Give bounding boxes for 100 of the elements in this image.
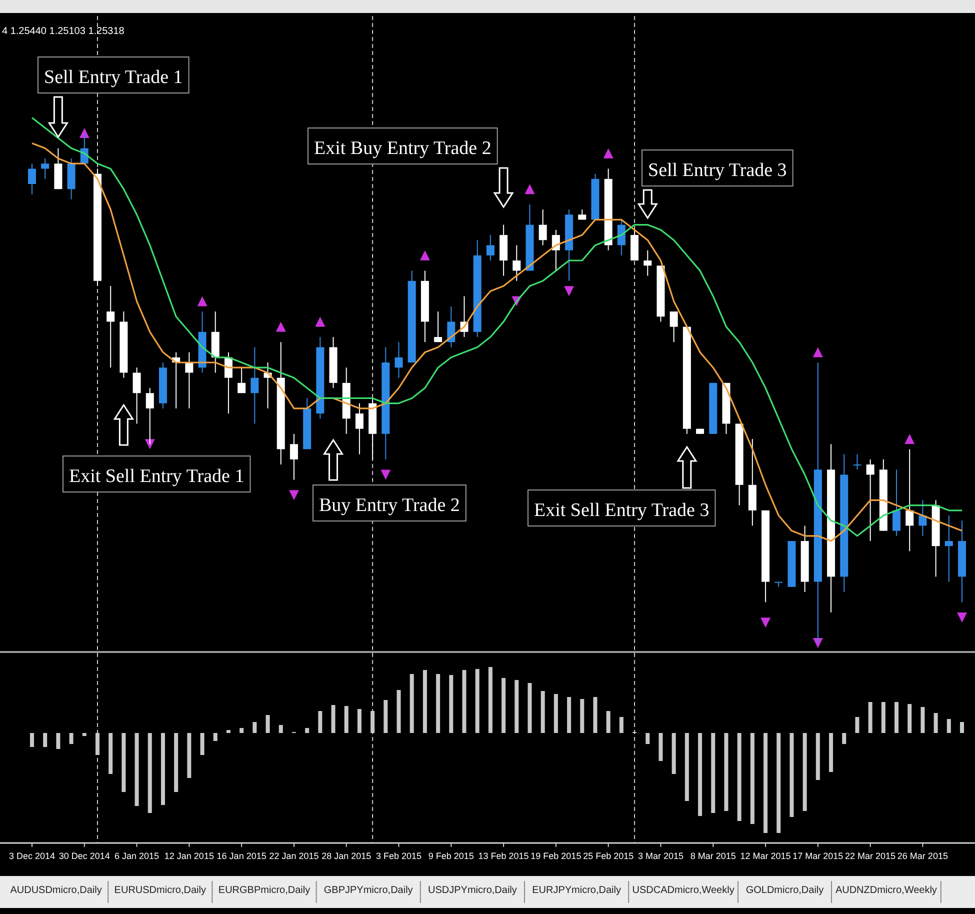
point: [420, 250, 430, 260]
point: [957, 612, 967, 622]
point: [812, 638, 823, 648]
bar: [816, 733, 820, 780]
x-tick-label: 22 Mar 2015: [845, 851, 896, 861]
text: GOLDmicro,Daily: [746, 885, 824, 896]
point: [564, 286, 574, 296]
point: [144, 439, 155, 450]
text: USDJPYmicro,Daily: [428, 885, 517, 896]
candlestick: [918, 500, 927, 536]
bar: [724, 733, 728, 811]
bar: [187, 733, 192, 778]
bar: [908, 704, 912, 733]
point: [380, 470, 391, 480]
x-tick-label: 28 Jan 2015: [322, 851, 372, 861]
bar: [554, 694, 558, 733]
bar: [422, 670, 427, 733]
x-tick-label: 19 Feb 2015: [530, 851, 582, 861]
x-tick-label: 9 Feb 2015: [428, 851, 474, 861]
bar: [30, 733, 34, 747]
bar: [606, 711, 610, 733]
bar: [842, 733, 846, 744]
point: [79, 128, 90, 138]
candlestick: [28, 163, 36, 195]
x-tick-label: 25 Feb 2015: [583, 851, 634, 861]
bar: [737, 733, 742, 821]
bar: [750, 733, 754, 824]
point: [276, 322, 286, 332]
bar: [776, 733, 781, 833]
candlestick: [250, 346, 259, 424]
point: [603, 148, 614, 158]
candlestick: [892, 469, 901, 536]
point: [904, 434, 915, 444]
bar: [331, 705, 336, 733]
point: [288, 490, 299, 500]
bar: [266, 715, 270, 733]
bar: [410, 674, 414, 733]
annotation: Buy Entry Trade 2: [319, 495, 460, 516]
bar: [278, 725, 283, 733]
bar: [790, 733, 794, 817]
bar: [802, 733, 807, 811]
bar: [82, 733, 86, 736]
candlestick: [853, 454, 862, 470]
bar: [134, 733, 139, 806]
text: EURUSDmicro,Daily: [114, 885, 206, 896]
candlestick: [290, 433, 298, 480]
bar: [619, 717, 624, 733]
candlestick: [486, 234, 494, 261]
bar: [698, 733, 702, 816]
point: [524, 184, 535, 194]
x-tick-label: 17 Mar 2015: [792, 851, 844, 861]
bar: [108, 733, 113, 774]
candlestick: [238, 367, 246, 394]
bar: [540, 691, 545, 733]
bar: [658, 733, 663, 761]
point: [315, 316, 326, 327]
candlestick: [355, 402, 364, 455]
point: [812, 347, 823, 358]
candlestick: [538, 209, 547, 246]
bar: [672, 733, 676, 774]
bar: [514, 680, 519, 733]
annotation: Exit Buy Entry Trade 2: [314, 138, 492, 159]
bar: [684, 733, 689, 801]
candlestick: [644, 250, 652, 276]
bar: [528, 683, 532, 733]
candlestick: [866, 458, 874, 542]
bar: [384, 700, 388, 733]
candlestick: [512, 244, 521, 282]
point: [197, 296, 208, 306]
annotation: Exit Sell Entry Trade 3: [534, 500, 710, 521]
candlestick: [41, 158, 50, 180]
bar: [160, 733, 165, 805]
point: [760, 618, 771, 628]
bar: [213, 733, 218, 741]
bar: [868, 702, 872, 733]
bar: [56, 733, 60, 749]
candlestick: [944, 515, 953, 582]
bar: [43, 733, 48, 747]
text: AUDUSDmicro,Daily: [10, 885, 102, 896]
bar: [946, 719, 951, 733]
bar: [934, 713, 938, 733]
x-tick-label: 3 Dec 2014: [8, 851, 56, 861]
bar: [240, 728, 244, 733]
bar: [305, 728, 310, 733]
x-tick-label: 13 Feb 2015: [478, 851, 529, 861]
bar: [580, 699, 584, 733]
text: AUDNZDmicro,Weekly: [835, 885, 937, 896]
candlestick: [906, 448, 914, 552]
bar: [318, 711, 322, 733]
bar: [855, 717, 860, 733]
x-tick-label: 16 Jan 2015: [216, 851, 266, 861]
bar: [449, 675, 454, 733]
x-tick-label: 12 Jan 2015: [164, 851, 214, 861]
x-tick-label: 3 Mar 2015: [638, 851, 684, 861]
bar: [344, 706, 348, 733]
text: GBPJPYmicro,Daily: [324, 885, 413, 896]
candlestick: [447, 306, 456, 348]
bar: [646, 733, 650, 744]
text: USDCADmicro,Weekly: [632, 885, 734, 896]
text: Sell Entry Trade 1: [44, 67, 183, 88]
